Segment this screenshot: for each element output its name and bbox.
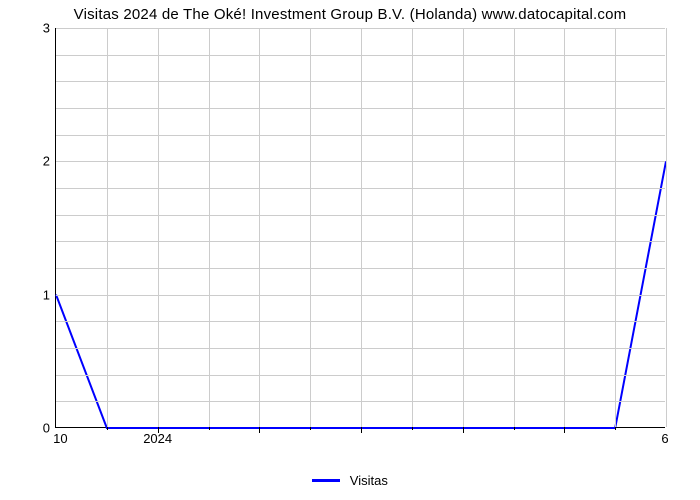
grid-line-v [259,28,260,427]
x-axis-start-label: 10 [53,431,67,446]
x-tick-mark-minor [412,427,413,430]
plot-area: 10 6 01232024 [55,28,665,428]
y-tick-label: 0 [43,421,50,436]
x-tick-mark-minor [514,427,515,430]
grid-line-v [412,28,413,427]
y-tick-label: 3 [43,21,50,36]
grid-line-v [666,28,667,427]
x-tick-mark-minor [615,427,616,430]
y-tick-label: 2 [43,154,50,169]
grid-line-v [209,28,210,427]
grid-line-v [514,28,515,427]
x-tick-mark [463,427,464,433]
x-tick-mark [564,427,565,433]
grid-line-v [158,28,159,427]
grid-line-v [615,28,616,427]
y-tick-label: 1 [43,287,50,302]
x-tick-mark-minor [310,427,311,430]
legend-swatch [312,479,340,482]
legend: Visitas [0,472,700,488]
grid-line-v [310,28,311,427]
legend-label: Visitas [350,473,388,488]
x-tick-mark [259,427,260,433]
x-axis-end-label: 6 [661,431,668,446]
grid-line-v [463,28,464,427]
x-tick-mark [361,427,362,433]
x-tick-mark-minor [107,427,108,430]
chart-container: Visitas 2024 de The Oké! Investment Grou… [0,0,700,500]
x-tick-label: 2024 [143,431,172,446]
grid-line-v [564,28,565,427]
grid-line-v [107,28,108,427]
grid-line-v [361,28,362,427]
chart-title: Visitas 2024 de The Oké! Investment Grou… [0,6,700,23]
x-tick-mark-minor [209,427,210,430]
